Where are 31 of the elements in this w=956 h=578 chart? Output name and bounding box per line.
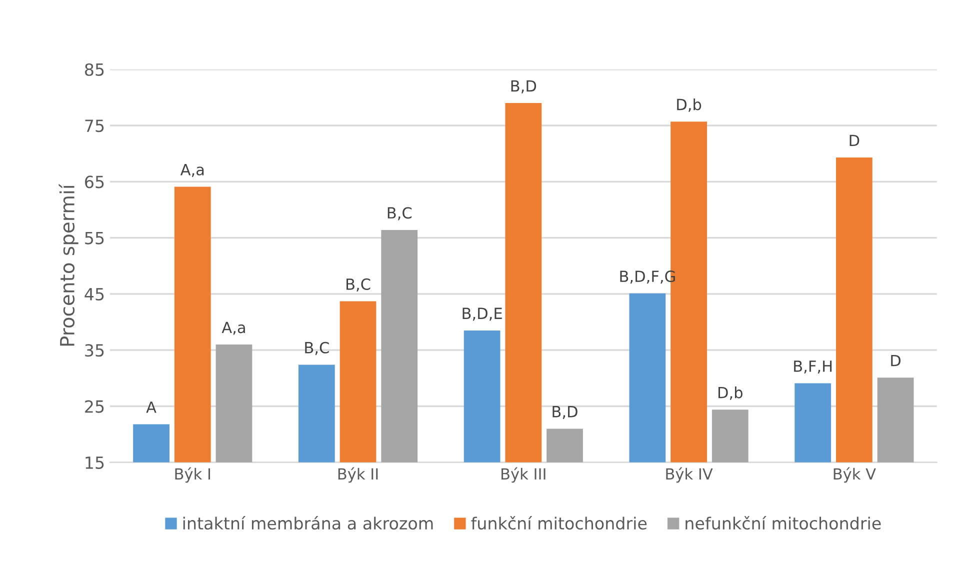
data-label: B,C <box>346 278 370 292</box>
data-label: B,C <box>388 207 412 220</box>
data-label: D <box>891 354 901 366</box>
y-tick-label: 75 <box>85 120 104 132</box>
legend-label: nefunkční mitochondrie <box>686 516 881 530</box>
y-tick-label: 25 <box>85 400 104 413</box>
x-tick-label: Býk IV <box>666 467 713 483</box>
data-label: B,D <box>552 406 578 419</box>
x-tick-label: Býk II <box>338 467 378 483</box>
legend-label: intaktní membrána a akrozom <box>183 516 433 530</box>
y-tick-label: 55 <box>85 232 104 244</box>
y-tick-label: 15 <box>86 456 104 469</box>
x-tick-label: Býk III <box>502 467 546 483</box>
data-label: A,a <box>180 164 204 177</box>
data-label: D,b <box>718 386 742 400</box>
data-label: D,b <box>677 98 702 112</box>
x-tick-label: Býk I <box>175 467 210 483</box>
x-tick-label: Býk V <box>834 467 876 483</box>
legend-label: funkční mitochondrie <box>471 516 647 530</box>
y-tick-label: 35 <box>85 344 104 357</box>
y-tick-label: 65 <box>85 176 104 188</box>
data-label: B,D,E <box>462 308 502 321</box>
y-tick-label: 85 <box>85 63 104 76</box>
data-label: B,C <box>305 342 329 355</box>
y-axis-title: Procento spermií <box>58 184 78 346</box>
data-label: B,D <box>511 80 536 94</box>
data-label: A <box>146 402 156 413</box>
data-label: B,F,H <box>794 360 832 374</box>
data-label: A,a <box>222 322 245 335</box>
y-tick-label: 45 <box>84 288 104 301</box>
data-label: D <box>850 134 860 146</box>
